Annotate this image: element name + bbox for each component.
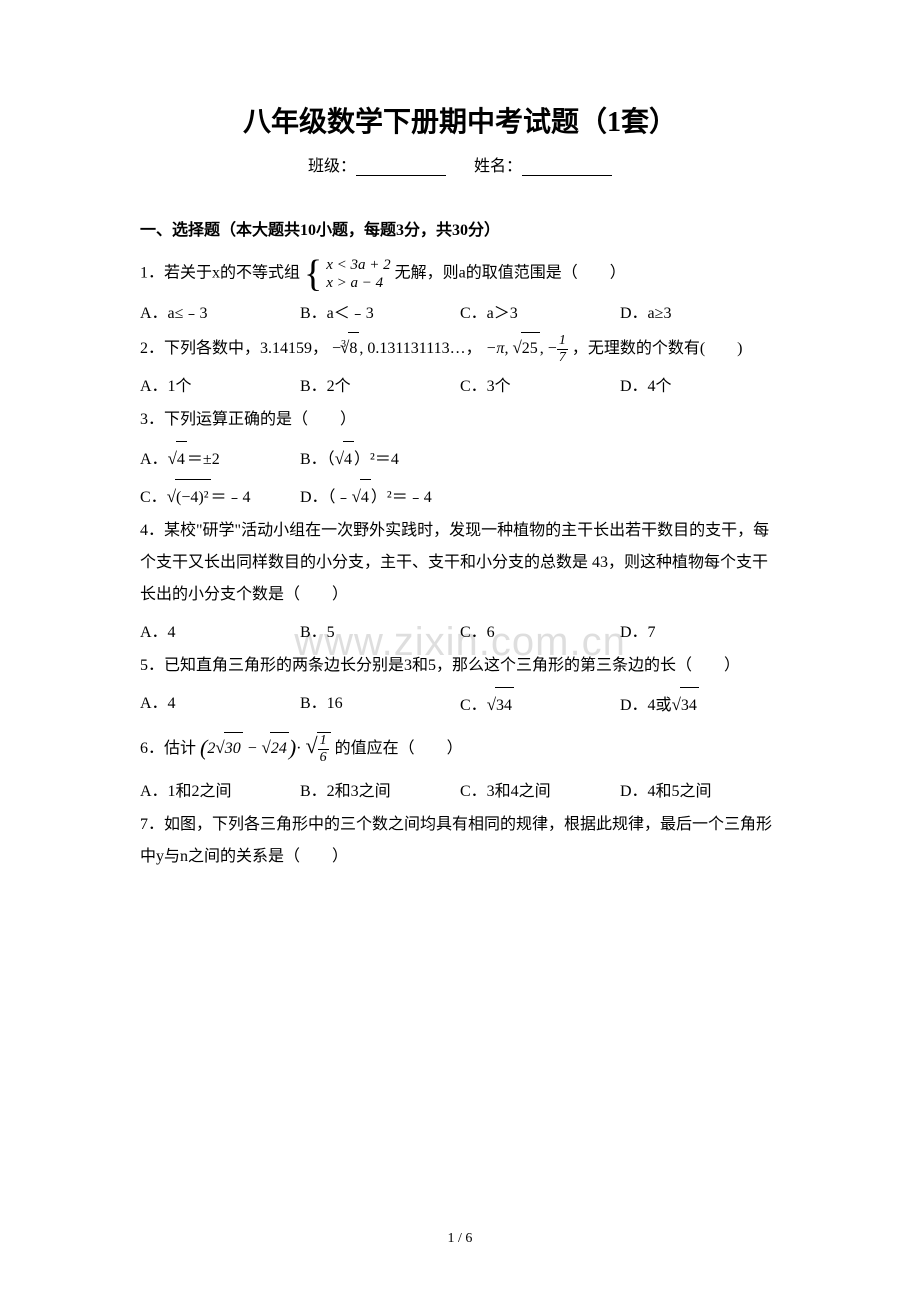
q1-opt-c: C．a＞3 xyxy=(460,296,620,331)
q2-negpi: −π, xyxy=(486,340,509,357)
q6-frac: 16 xyxy=(318,734,329,765)
q5-opt-c: C．√34 xyxy=(460,686,620,723)
q1-cases: { x < 3a + 2 x > a − 4 xyxy=(304,256,391,292)
q5-options: A．4 B．16 C．√34 D．4或√34 xyxy=(140,686,780,723)
header-line: 班级： 姓名： xyxy=(140,152,780,176)
q1-opt-b: B．a＜﹣3 xyxy=(300,296,460,331)
q2-opt-a: A．1个 xyxy=(140,369,300,404)
q6-suffix: 的值应在（ ） xyxy=(335,740,463,757)
q6-opt-b: B．2和3之间 xyxy=(300,774,460,809)
q4-opt-a: A．4 xyxy=(140,615,300,650)
question-7: 7．如图，下列各三角形中的三个数之间均具有相同的规律，根据此规律，最后一个三角形… xyxy=(140,809,780,873)
q2-opt-d: D．4个 xyxy=(620,369,780,404)
q1-case-b: x > a − 4 xyxy=(326,274,390,292)
name-blank[interactable] xyxy=(522,161,612,176)
q2-prefix: 2．下列各数中，3.14159， xyxy=(140,340,328,357)
q2-sqrt25: 25 xyxy=(521,332,540,365)
q2-opt-b: B．2个 xyxy=(300,369,460,404)
question-5: 5．已知直角三角形的两条边长分别是3和5，那么这个三角形的第三条边的长（ ） xyxy=(140,650,780,682)
q1-suffix: 无解，则a的取值范围是（ ） xyxy=(395,265,626,282)
q5-opt-a: A．4 xyxy=(140,686,300,723)
q1-prefix: 1．若关于x的不等式组 xyxy=(140,265,300,282)
q3-opt-c: C．√(−4)²＝﹣4 xyxy=(140,478,300,515)
class-blank[interactable] xyxy=(356,161,446,176)
page-number: 1 / 6 xyxy=(0,1231,920,1247)
q2-part2: 0.131131113…， xyxy=(367,340,481,357)
q5-opt-d: D．4或√34 xyxy=(620,686,780,723)
q1-case-a: x < 3a + 2 xyxy=(326,256,390,274)
q4-options: A．4 B．5 C．6 D．7 xyxy=(140,615,780,650)
q5-opt-b: B．16 xyxy=(300,686,460,723)
q3-opt-d: D．（﹣√4）²＝﹣4 xyxy=(300,478,460,515)
q6-prefix: 6．估计 xyxy=(140,740,196,757)
q6-opt-c: C．3和4之间 xyxy=(460,774,620,809)
q2-rad-body: 8 xyxy=(348,332,359,365)
name-label: 姓名： xyxy=(474,158,522,175)
q2-part3: ，无理数的个数有( ) xyxy=(572,340,743,357)
question-3: 3．下列运算正确的是（ ） xyxy=(140,404,780,436)
question-2: 2．下列各数中，3.14159， −3√8, 0.131131113…， −π,… xyxy=(140,331,780,365)
q1-options: A．a≤﹣3 B．a＜﹣3 C．a＞3 D．a≥3 xyxy=(140,296,780,331)
q1-opt-a: A．a≤﹣3 xyxy=(140,296,300,331)
q4-opt-d: D．7 xyxy=(620,615,780,650)
q4-opt-c: C．6 xyxy=(460,615,620,650)
q3-options-row1: A．√4＝±2 B．（√4）²＝4 xyxy=(140,440,780,477)
q4-opt-b: B．5 xyxy=(300,615,460,650)
q2-opt-c: C．3个 xyxy=(460,369,620,404)
q6-options: A．1和2之间 B．2和3之间 C．3和4之间 D．4和5之间 xyxy=(140,774,780,809)
q2-frac: 17 xyxy=(557,334,568,365)
question-4: 4．某校"研学"活动小组在一次野外实践时，发现一种植物的主干长出若干数目的支干，… xyxy=(140,515,780,611)
class-label: 班级： xyxy=(308,158,356,175)
q3-opt-b: B．（√4）²＝4 xyxy=(300,440,460,477)
page-title: 八年级数学下册期中考试题（1套） xyxy=(140,100,780,140)
q2-options: A．1个 B．2个 C．3个 D．4个 xyxy=(140,369,780,404)
question-6: 6．估计 (2√30 − √24)· √16 的值应在（ ） xyxy=(140,724,780,770)
section-1-header: 一、选择题（本大题共10小题，每题3分，共30分） xyxy=(140,216,780,240)
q6-opt-a: A．1和2之间 xyxy=(140,774,300,809)
q6-opt-d: D．4和5之间 xyxy=(620,774,780,809)
q3-opt-a: A．√4＝±2 xyxy=(140,440,300,477)
q1-opt-d: D．a≥3 xyxy=(620,296,780,331)
question-1: 1．若关于x的不等式组 { x < 3a + 2 x > a − 4 无解，则a… xyxy=(140,256,780,292)
q3-options-row2: C．√(−4)²＝﹣4 D．（﹣√4）²＝﹣4 xyxy=(140,478,780,515)
